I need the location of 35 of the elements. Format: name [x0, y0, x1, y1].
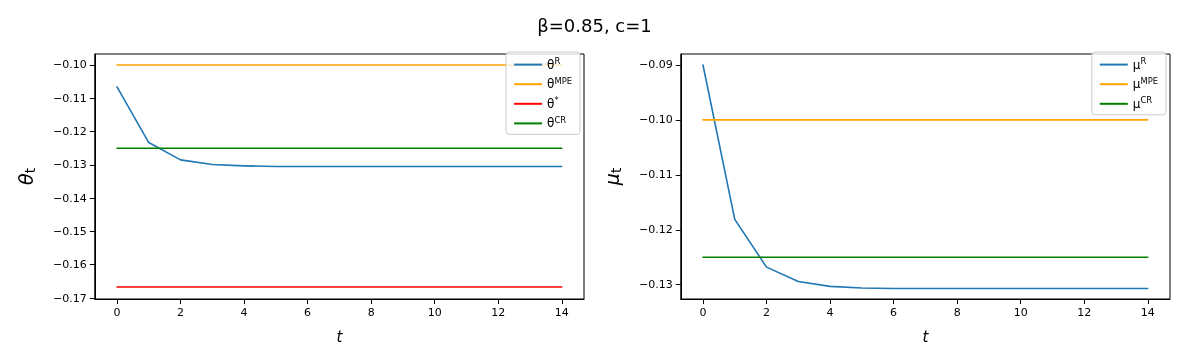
x-tick-label: 2: [763, 306, 771, 319]
x-tick-label: 10: [1013, 306, 1028, 319]
x-tick-label: 10: [427, 306, 442, 319]
y-tick-label: −0.12: [639, 223, 673, 237]
x-tick-label: 0: [699, 306, 707, 319]
x-tick-label: 6: [304, 306, 312, 319]
legend-label: θ*: [547, 95, 559, 111]
x-axis-title: t: [336, 327, 344, 346]
x-tick-label: 14: [554, 306, 569, 319]
y-tick-label: −0.10: [639, 113, 673, 127]
y-axis-title: θt: [14, 168, 38, 185]
y-tick-label: −0.17: [53, 291, 87, 305]
x-tick-label: 8: [367, 306, 375, 319]
y-tick-label: −0.09: [639, 58, 673, 72]
y-tick-label: −0.14: [53, 191, 87, 205]
y-tick-label: −0.11: [639, 168, 673, 182]
y-tick-label: −0.13: [53, 158, 87, 172]
x-tick-label: 2: [177, 306, 185, 319]
y-tick-label: −0.16: [53, 258, 87, 272]
x-tick-label: 4: [240, 306, 248, 319]
y-tick-label: −0.11: [53, 91, 87, 105]
x-tick-label: 6: [890, 306, 898, 319]
x-tick-label: 4: [826, 306, 834, 319]
y-tick-label: −0.15: [53, 224, 87, 238]
y-axis-title: μt: [600, 167, 624, 187]
x-tick-label: 14: [1140, 306, 1155, 319]
x-tick-label: 12: [491, 306, 506, 319]
x-axis-title: t: [922, 327, 930, 346]
y-tick-label: −0.10: [53, 58, 87, 72]
y-tick-label: −0.12: [53, 125, 87, 139]
x-tick-label: 8: [953, 306, 961, 319]
y-tick-label: −0.13: [639, 278, 673, 292]
x-tick-label: 12: [1077, 306, 1092, 319]
chart-title: β=0.85, c=1: [537, 15, 652, 36]
x-tick-label: 0: [113, 306, 121, 319]
